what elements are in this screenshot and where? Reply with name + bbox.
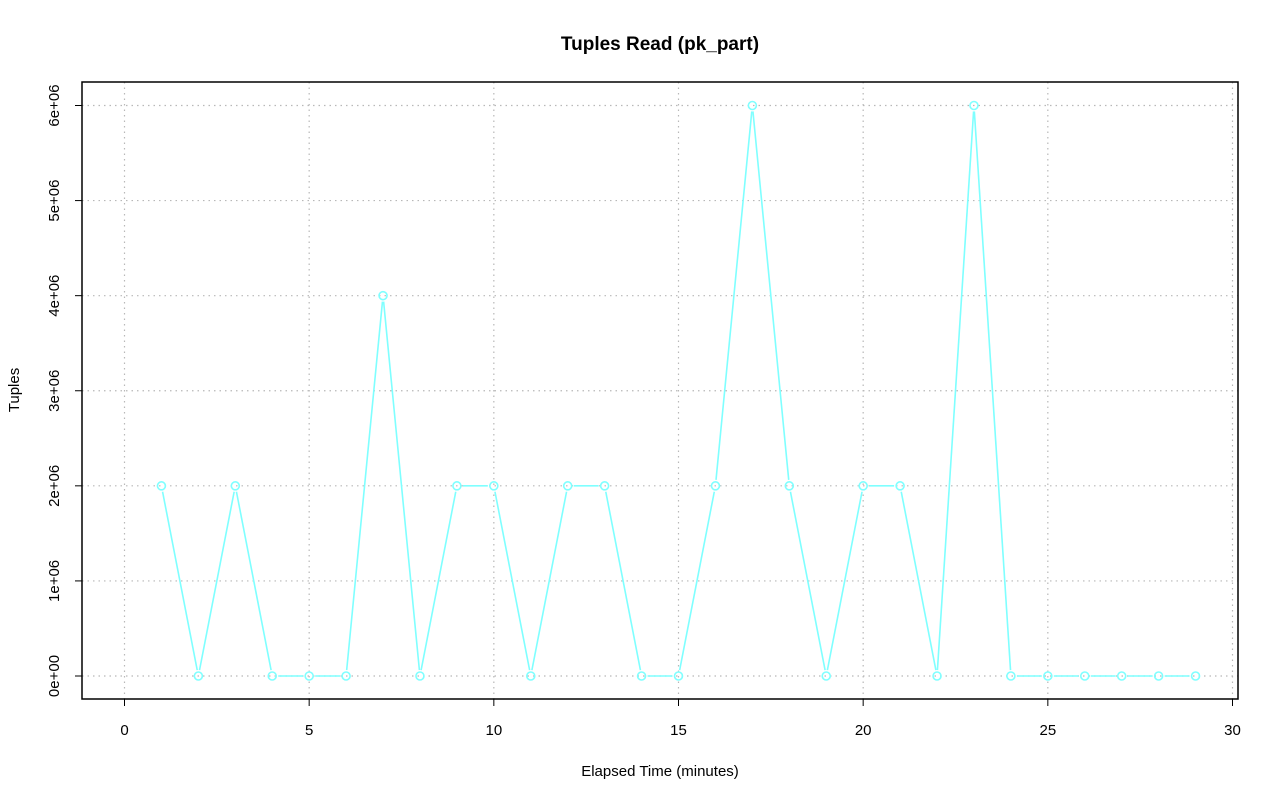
y-tick-label: 0e+00 [46, 655, 63, 697]
data-point [341, 671, 351, 681]
data-point [267, 671, 278, 681]
data-point [673, 671, 684, 681]
series-line-segment [900, 491, 937, 671]
series-line-segment [604, 491, 642, 671]
data-point [378, 290, 388, 301]
data-point [636, 671, 647, 681]
data-point [193, 671, 204, 681]
x-tick-label: 20 [855, 722, 872, 739]
series-group [156, 100, 1201, 681]
data-point [932, 671, 942, 681]
data-point [858, 481, 868, 491]
x-axis: 0 5 10 15 20 25 30 [120, 699, 1241, 739]
data-point [489, 481, 499, 491]
series-line-segment [420, 491, 457, 671]
data-point [304, 671, 314, 681]
data-point [562, 481, 573, 491]
plot-frame [81, 81, 1239, 700]
data-point [784, 481, 795, 491]
x-tick-label: 25 [1039, 722, 1056, 739]
data-point [230, 481, 241, 491]
y-axis: 0e+00 1e+06 2e+06 3e+06 4e+06 5e+06 6e+06 [46, 84, 82, 697]
data-point [821, 671, 832, 681]
data-point [525, 671, 536, 681]
series-line-segment [789, 491, 826, 671]
x-axis-label: Elapsed Time (minutes) [581, 763, 739, 780]
series-line-segment [161, 491, 199, 671]
data-point [969, 100, 979, 111]
grid-lines [82, 82, 1238, 699]
x-tick-label: 0 [120, 722, 128, 739]
data-point [599, 481, 610, 491]
series-line-segment [531, 491, 568, 671]
y-axis-label: Tuples [6, 368, 23, 412]
data-point [1043, 671, 1053, 681]
series-line-segment [973, 111, 1012, 671]
data-point [747, 100, 758, 111]
x-tick-label: 30 [1224, 722, 1241, 739]
data-point [1153, 671, 1164, 681]
y-tick-label: 6e+06 [46, 84, 63, 126]
series-line-segment [382, 301, 421, 671]
data-point [156, 481, 167, 491]
series-line-segment [494, 491, 531, 671]
series-line-segment [198, 491, 235, 671]
chart-title: Tuples Read (pk_part) [561, 34, 759, 55]
data-point [1006, 671, 1016, 681]
data-point [1116, 671, 1127, 681]
x-tick-label: 10 [485, 722, 502, 739]
series-line-segment [715, 111, 753, 480]
y-tick-label: 5e+06 [46, 180, 63, 222]
y-tick-label: 1e+06 [46, 560, 63, 602]
y-tick-label: 3e+06 [46, 370, 63, 412]
x-tick-label: 15 [670, 722, 687, 739]
series-line-segment [345, 301, 384, 671]
series-line-segment [235, 491, 272, 671]
series-line-segment [678, 491, 716, 671]
series-line-segment [752, 111, 790, 480]
series-line-segment [936, 111, 975, 671]
data-point [895, 481, 905, 491]
data-point [1190, 671, 1201, 681]
y-tick-label: 2e+06 [46, 465, 63, 507]
data-point [1079, 671, 1090, 681]
y-tick-label: 4e+06 [46, 275, 63, 317]
series-line-segment [826, 491, 863, 671]
data-point [710, 481, 721, 491]
x-tick-label: 5 [305, 722, 313, 739]
data-point [415, 671, 425, 681]
data-point [452, 481, 462, 491]
